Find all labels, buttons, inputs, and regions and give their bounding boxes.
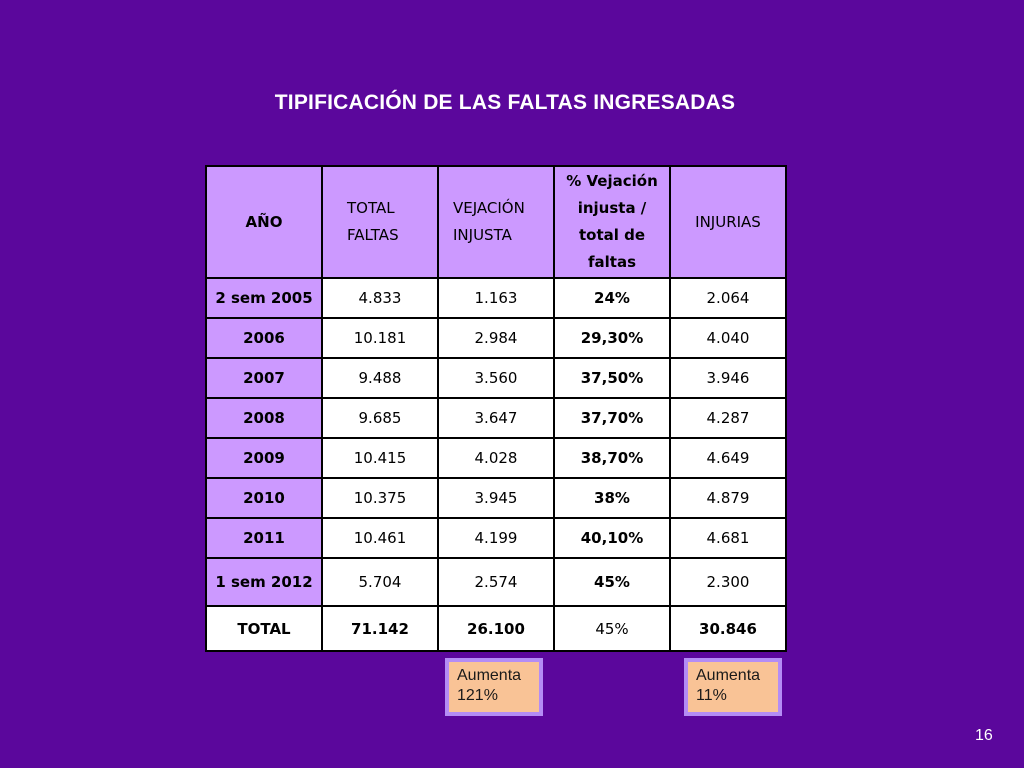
note-injurias-increase: Aumenta 11% — [684, 658, 782, 716]
cell-total-label: TOTAL — [205, 605, 323, 652]
cell-pct: 38% — [553, 477, 671, 519]
cell-vejacion: 3.945 — [437, 477, 555, 519]
cell-pct: 37,50% — [553, 357, 671, 399]
cell-year: 2008 — [205, 397, 323, 439]
cell-injurias: 4.040 — [669, 317, 787, 359]
cell-total: 10.375 — [321, 477, 439, 519]
cell-year: 1 sem 2012 — [205, 557, 323, 607]
cell-year: 2011 — [205, 517, 323, 559]
cell-year: 2 sem 2005 — [205, 277, 323, 319]
cell-pct: 45% — [553, 605, 671, 652]
cell-total: 9.488 — [321, 357, 439, 399]
cell-vejacion: 1.163 — [437, 277, 555, 319]
cell-injurias: 4.649 — [669, 437, 787, 479]
table-total-row: TOTAL 71.142 26.100 45% 30.846 — [205, 605, 787, 652]
table-row: 2008 9.685 3.647 37,70% 4.287 — [205, 397, 787, 439]
slide-title: TIPIFICACIÓN DE LAS FALTAS INGRESADAS — [274, 91, 736, 114]
cell-vejacion: 3.560 — [437, 357, 555, 399]
faltas-table: AÑO TOTAL FALTAS VEJACIÓN INJUSTA % Veja… — [205, 165, 787, 652]
header-injurias: INJURIAS — [669, 165, 787, 279]
table-header-row: AÑO TOTAL FALTAS VEJACIÓN INJUSTA % Veja… — [205, 165, 787, 279]
cell-total: 10.461 — [321, 517, 439, 559]
table-row: 2010 10.375 3.945 38% 4.879 — [205, 477, 787, 519]
cell-vejacion: 2.984 — [437, 317, 555, 359]
cell-injurias: 4.287 — [669, 397, 787, 439]
cell-pct: 38,70% — [553, 437, 671, 479]
table-row: 2 sem 2005 4.833 1.163 24% 2.064 — [205, 277, 787, 319]
cell-vejacion: 26.100 — [437, 605, 555, 652]
cell-year: 2006 — [205, 317, 323, 359]
header-total-faltas: TOTAL FALTAS — [321, 165, 439, 279]
cell-year: 2010 — [205, 477, 323, 519]
cell-total: 10.415 — [321, 437, 439, 479]
note-vejacion-increase: Aumenta 121% — [445, 658, 543, 716]
header-vejacion-injusta: VEJACIÓN INJUSTA — [437, 165, 555, 279]
cell-vejacion: 4.199 — [437, 517, 555, 559]
cell-pct: 24% — [553, 277, 671, 319]
cell-total: 9.685 — [321, 397, 439, 439]
cell-year: 2007 — [205, 357, 323, 399]
cell-pct: 29,30% — [553, 317, 671, 359]
cell-injurias: 30.846 — [669, 605, 787, 652]
cell-pct: 40,10% — [553, 517, 671, 559]
cell-pct: 45% — [553, 557, 671, 607]
cell-total: 5.704 — [321, 557, 439, 607]
cell-vejacion: 4.028 — [437, 437, 555, 479]
header-pct-vejacion: % Vejación injusta / total de faltas — [553, 165, 671, 279]
cell-total: 10.181 — [321, 317, 439, 359]
page-number: 16 — [975, 727, 993, 744]
cell-total: 4.833 — [321, 277, 439, 319]
cell-vejacion: 2.574 — [437, 557, 555, 607]
header-year: AÑO — [205, 165, 323, 279]
cell-pct: 37,70% — [553, 397, 671, 439]
cell-vejacion: 3.647 — [437, 397, 555, 439]
cell-injurias: 4.879 — [669, 477, 787, 519]
cell-injurias: 3.946 — [669, 357, 787, 399]
table-row: 2006 10.181 2.984 29,30% 4.040 — [205, 317, 787, 359]
table-row: 1 sem 2012 5.704 2.574 45% 2.300 — [205, 557, 787, 607]
table-row: 2011 10.461 4.199 40,10% 4.681 — [205, 517, 787, 559]
cell-injurias: 2.300 — [669, 557, 787, 607]
table-row: 2009 10.415 4.028 38,70% 4.649 — [205, 437, 787, 479]
cell-total: 71.142 — [321, 605, 439, 652]
cell-injurias: 2.064 — [669, 277, 787, 319]
cell-year: 2009 — [205, 437, 323, 479]
table-row: 2007 9.488 3.560 37,50% 3.946 — [205, 357, 787, 399]
cell-injurias: 4.681 — [669, 517, 787, 559]
